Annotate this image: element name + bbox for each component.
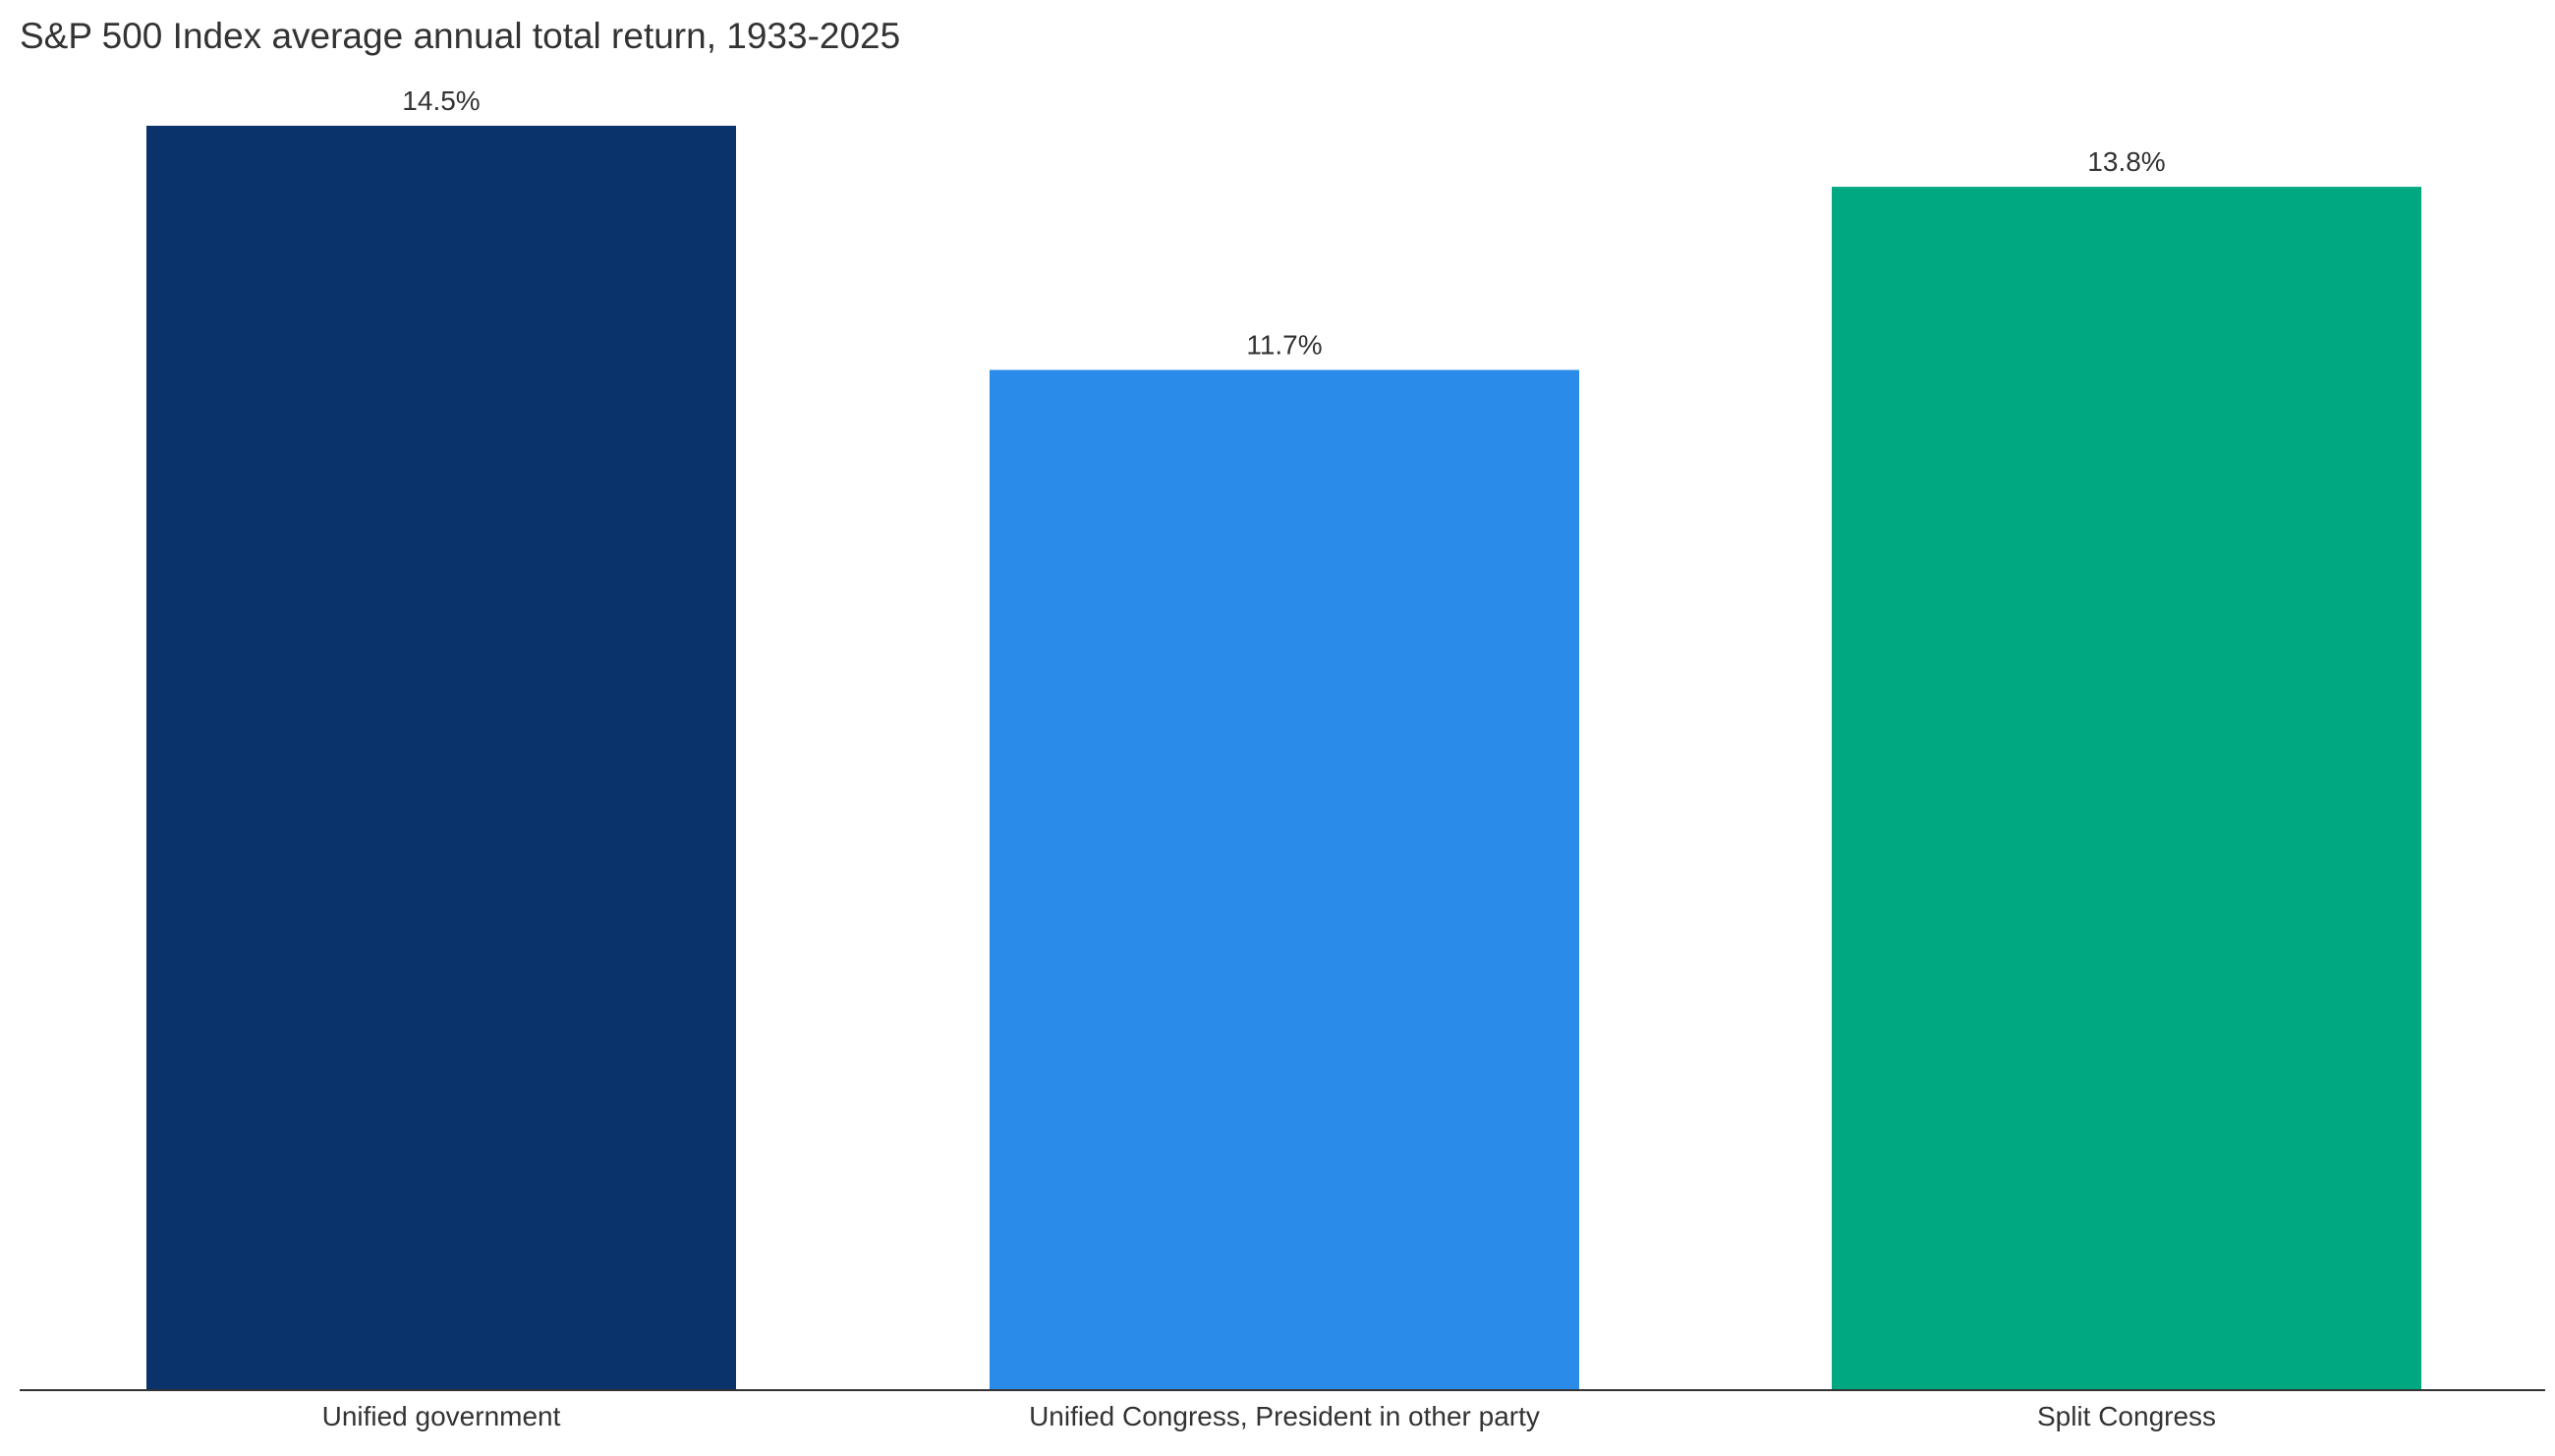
bars-layer	[146, 126, 2421, 1391]
data-label-1: 11.7%	[1246, 330, 1322, 361]
ticks-layer: Unified government Unified Congress, Pres…	[322, 1401, 2216, 1431]
chart-title: S&P 500 Index average annual total retur…	[20, 16, 901, 56]
x-tick-label-0: Unified government	[322, 1401, 561, 1431]
bar-2	[1832, 187, 2421, 1391]
bar-1	[990, 369, 1579, 1390]
labels-layer: 14.5% 11.7% 13.8%	[402, 85, 2165, 361]
data-label-2: 13.8%	[2087, 146, 2165, 177]
data-label-0: 14.5%	[402, 85, 480, 116]
x-tick-label-1: Unified Congress, President in other par…	[1029, 1401, 1540, 1431]
bar-0	[146, 126, 736, 1390]
x-tick-label-2: Split Congress	[2037, 1401, 2216, 1431]
